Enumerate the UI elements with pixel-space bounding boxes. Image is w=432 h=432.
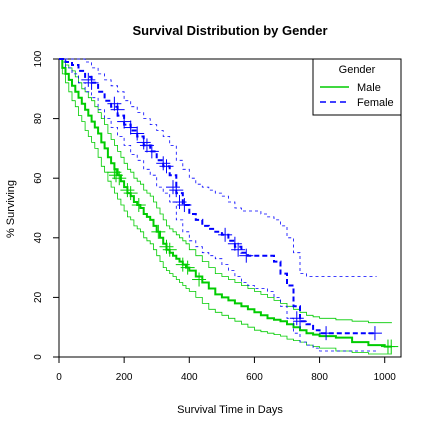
x-axis: 0 200 400 600 800 1000 [56,357,396,383]
female-censor-mark [84,75,99,90]
chart-title: Survival Distribution by Gender [132,23,327,38]
male-censor-mark [123,186,138,201]
male-censor-mark [112,171,127,186]
female-censor-mark [231,242,246,257]
female-censor-mark [136,135,151,150]
female-censor-mark [367,326,382,341]
male-censor-mark [151,224,166,239]
y-tick-label: 20 [33,291,44,303]
plot-frame [58,58,402,358]
x-tick-label: 800 [311,372,328,383]
male-censor-mark [384,339,399,354]
male-ci-lower [59,58,392,355]
female-censor-mark [117,114,132,129]
legend: Gender Male Female [312,58,402,116]
y-axis: 0 20 40 60 80 100 [33,50,59,360]
legend-title: Gender [339,64,376,76]
x-tick-label: 1000 [374,372,397,383]
female-censor-mark [177,198,192,213]
female-ci-upper [59,58,377,277]
y-axis-label: % Surviving [5,180,17,238]
series-layer [59,58,399,355]
y-tick-label: 0 [33,354,44,360]
female-censor-mark [289,311,304,326]
x-tick-label: 600 [246,372,263,383]
female-censor-mark [227,236,242,251]
male-censor-mark [162,242,177,257]
female-censor-mark [169,183,184,198]
male-censor-mark [131,198,146,213]
legend-label-female: Female [357,97,394,109]
male-censor-mark [159,239,174,254]
y-tick-label: 40 [33,232,44,244]
female-censor-mark [144,144,159,159]
male-ci-upper [59,58,392,324]
female-censor-mark [319,326,334,341]
y-tick-label: 80 [33,113,44,125]
male-survival-curve [59,58,392,348]
female-censor-mark [159,159,174,174]
male-censor-mark [120,183,135,198]
x-tick-label: 200 [116,372,133,383]
female-censor-mark [123,120,138,135]
female-censor-mark [107,96,122,111]
female-censor-mark [81,72,96,87]
female-censor-mark [166,180,180,195]
female-censor-mark [218,227,233,242]
male-censor-mark [192,272,207,287]
female-censor-mark [156,156,171,171]
female-ci-lower [59,58,377,352]
y-tick-label: 100 [33,50,44,67]
male-censor-mark [180,260,195,275]
y-tick-label: 60 [33,172,44,184]
legend-box [312,58,402,116]
female-censor-mark [130,126,145,141]
x-tick-label: 400 [181,372,198,383]
female-censor-mark [239,248,254,263]
female-censor-mark [110,102,125,117]
female-censor-mark [293,314,308,329]
x-tick-label: 0 [56,372,62,383]
x-axis-label: Survival Time in Days [177,404,283,416]
legend-label-male: Male [357,82,381,94]
male-censor-mark [109,168,123,183]
female-survival-curve [59,58,377,335]
